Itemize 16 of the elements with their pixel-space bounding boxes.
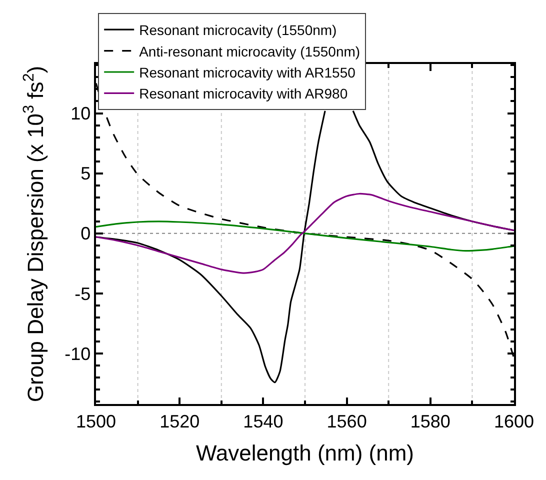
y-tick-label: -5 (74, 284, 91, 304)
y-tick-label: 0 (80, 224, 91, 244)
x-tick-label: 1500 (76, 411, 116, 432)
x-tick-label: 1600 (494, 411, 534, 432)
y-tick-label: 5 (80, 164, 91, 184)
y-tick-label: 10 (70, 104, 91, 124)
y-tick-label: -10 (64, 344, 91, 364)
x-tick-label: 1580 (410, 411, 450, 432)
x-tick-label: 1560 (326, 411, 367, 432)
x-axis-title: Wavelength (nm) (nm) (196, 440, 414, 466)
x-tick-label: 1540 (243, 411, 284, 432)
legend-label: Resonant microcavity (1550nm) (139, 22, 337, 38)
x-tick-label: 1520 (160, 411, 200, 432)
legend-label: Resonant microcavity with AR980 (139, 86, 348, 102)
legend-label: Resonant microcavity with AR1550 (139, 64, 356, 80)
legend-label: Anti-resonant microcavity (1550nm) (139, 43, 360, 60)
